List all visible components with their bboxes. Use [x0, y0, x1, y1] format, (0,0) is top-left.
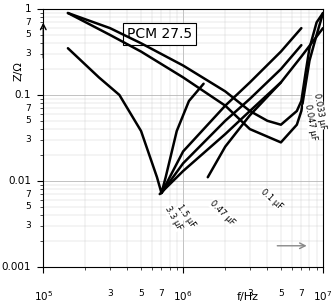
Text: 0.033 μF: 0.033 μF: [312, 92, 328, 130]
Text: 0.001: 0.001: [2, 261, 31, 272]
Text: $10^6$: $10^6$: [173, 289, 193, 303]
Text: 5: 5: [26, 116, 31, 125]
Text: 7: 7: [26, 190, 31, 198]
Text: 3.3 μF: 3.3 μF: [163, 205, 184, 232]
Text: $10^5$: $10^5$: [34, 289, 53, 303]
Text: 7: 7: [298, 289, 304, 298]
Text: 0.1 μF: 0.1 μF: [259, 187, 285, 211]
Text: 3: 3: [26, 135, 31, 144]
Text: $10^7$: $10^7$: [313, 289, 333, 303]
Text: 3: 3: [247, 289, 253, 298]
Text: Z/Ω: Z/Ω: [13, 61, 23, 81]
Text: 5: 5: [26, 30, 31, 39]
Text: 3: 3: [26, 221, 31, 230]
Text: 7: 7: [159, 289, 165, 298]
Text: 7: 7: [26, 104, 31, 113]
Text: 5: 5: [278, 289, 284, 298]
Text: f/Hz: f/Hz: [236, 292, 258, 302]
Text: 5: 5: [138, 289, 144, 298]
Text: 0.47 μF: 0.47 μF: [208, 198, 236, 227]
Text: 0.1: 0.1: [15, 90, 31, 100]
Text: 1.5 μF: 1.5 μF: [175, 203, 198, 230]
Text: 3: 3: [26, 49, 31, 58]
Text: 0.01: 0.01: [8, 176, 31, 186]
Text: 7: 7: [26, 18, 31, 27]
Text: 0.047 μF: 0.047 μF: [303, 104, 319, 141]
Text: PCM 27.5: PCM 27.5: [127, 27, 192, 41]
Text: 5: 5: [26, 202, 31, 211]
Text: 3: 3: [107, 289, 113, 298]
Text: 1: 1: [25, 4, 31, 14]
